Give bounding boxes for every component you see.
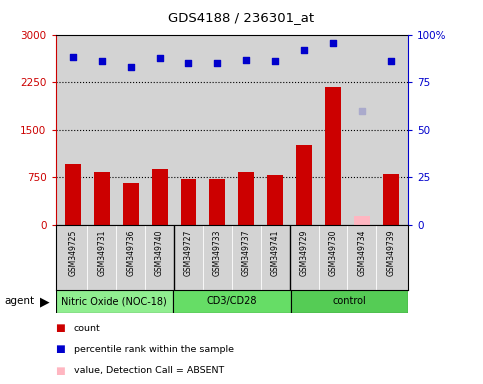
Point <box>98 58 106 64</box>
Text: ■: ■ <box>56 366 65 376</box>
Text: GSM349729: GSM349729 <box>299 230 309 276</box>
Point <box>271 58 279 64</box>
Text: GSM349739: GSM349739 <box>386 230 395 276</box>
Bar <box>56 290 173 313</box>
Bar <box>383 174 399 225</box>
Text: ▶: ▶ <box>40 295 49 308</box>
Bar <box>210 179 226 225</box>
Bar <box>291 290 408 313</box>
Point <box>185 60 192 66</box>
Bar <box>296 146 312 225</box>
Text: Nitric Oxide (NOC-18): Nitric Oxide (NOC-18) <box>61 296 167 306</box>
Text: value, Detection Call = ABSENT: value, Detection Call = ABSENT <box>74 366 224 375</box>
Text: GDS4188 / 236301_at: GDS4188 / 236301_at <box>169 12 314 25</box>
Text: GSM349731: GSM349731 <box>97 230 106 276</box>
Text: CD3/CD28: CD3/CD28 <box>207 296 257 306</box>
Bar <box>267 175 283 225</box>
Point <box>156 55 163 61</box>
Text: control: control <box>332 296 366 306</box>
Bar <box>123 183 139 225</box>
Text: GSM349737: GSM349737 <box>242 230 251 276</box>
Bar <box>65 164 81 225</box>
Point <box>387 58 395 64</box>
Bar <box>181 179 197 225</box>
Text: ■: ■ <box>56 344 65 354</box>
Point <box>127 65 135 71</box>
Text: GSM349733: GSM349733 <box>213 230 222 276</box>
Text: GSM349727: GSM349727 <box>184 230 193 276</box>
Text: GSM349730: GSM349730 <box>328 230 338 276</box>
Text: GSM349740: GSM349740 <box>155 230 164 276</box>
Point <box>358 108 366 114</box>
Text: percentile rank within the sample: percentile rank within the sample <box>74 345 234 354</box>
Bar <box>354 217 370 225</box>
Point <box>300 47 308 53</box>
Text: GSM349736: GSM349736 <box>126 230 135 276</box>
Text: GSM349734: GSM349734 <box>357 230 367 276</box>
Bar <box>94 172 110 225</box>
Point <box>242 57 250 63</box>
Text: ■: ■ <box>56 323 65 333</box>
Bar <box>152 169 168 225</box>
Point <box>213 60 221 66</box>
Bar <box>238 172 254 225</box>
Text: count: count <box>74 324 100 333</box>
Bar <box>173 290 291 313</box>
Text: GSM349725: GSM349725 <box>69 230 77 276</box>
Text: GSM349741: GSM349741 <box>270 230 280 276</box>
Point <box>69 54 77 60</box>
Point <box>329 40 337 46</box>
Bar <box>325 86 341 225</box>
Text: agent: agent <box>5 296 35 306</box>
